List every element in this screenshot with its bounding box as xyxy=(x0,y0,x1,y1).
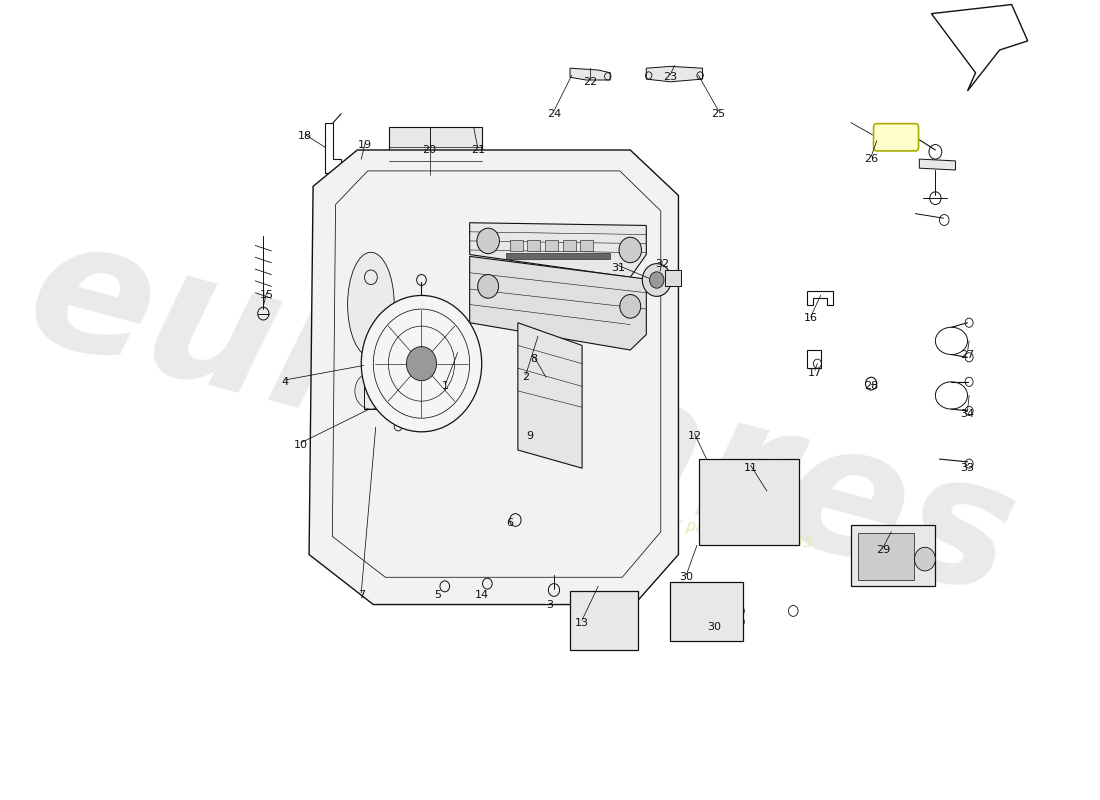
Text: 25: 25 xyxy=(712,109,726,118)
Text: 11: 11 xyxy=(744,463,758,473)
Ellipse shape xyxy=(355,373,387,409)
Text: 15: 15 xyxy=(260,290,274,301)
Text: 17: 17 xyxy=(807,368,822,378)
Text: 4: 4 xyxy=(282,377,288,387)
Circle shape xyxy=(914,547,935,571)
Text: 27: 27 xyxy=(960,350,975,359)
Text: 1: 1 xyxy=(442,382,449,391)
Text: 24: 24 xyxy=(547,109,561,118)
Text: 34: 34 xyxy=(960,409,975,418)
Circle shape xyxy=(477,228,499,254)
Bar xyxy=(851,525,935,586)
Polygon shape xyxy=(920,159,956,170)
Bar xyxy=(670,582,742,641)
Text: 26: 26 xyxy=(865,154,878,164)
Circle shape xyxy=(406,346,437,381)
Text: 12: 12 xyxy=(688,431,702,442)
Circle shape xyxy=(584,631,596,646)
Polygon shape xyxy=(470,222,647,278)
Circle shape xyxy=(477,274,498,298)
Text: 3: 3 xyxy=(547,599,553,610)
Text: 33: 33 xyxy=(960,463,975,473)
Circle shape xyxy=(619,294,640,318)
Text: 22: 22 xyxy=(583,77,597,87)
Polygon shape xyxy=(647,66,703,82)
Text: 30: 30 xyxy=(707,622,722,632)
Bar xyxy=(528,240,540,251)
Text: 20: 20 xyxy=(422,145,437,155)
Circle shape xyxy=(625,632,636,645)
Polygon shape xyxy=(470,256,647,350)
Text: 32: 32 xyxy=(656,258,670,269)
Bar xyxy=(509,240,522,251)
Bar xyxy=(698,459,799,546)
Text: 10: 10 xyxy=(294,441,308,450)
Bar xyxy=(546,240,558,251)
Circle shape xyxy=(573,631,586,646)
Text: 2: 2 xyxy=(522,372,529,382)
Bar xyxy=(482,152,490,166)
Ellipse shape xyxy=(348,252,394,357)
Text: 23: 23 xyxy=(663,72,678,82)
Circle shape xyxy=(642,264,671,296)
Circle shape xyxy=(774,502,791,521)
Text: 30: 30 xyxy=(680,572,693,582)
Polygon shape xyxy=(309,150,679,605)
Text: 31: 31 xyxy=(612,263,625,273)
Text: eurocares: eurocares xyxy=(11,202,1033,634)
Circle shape xyxy=(649,272,664,288)
Polygon shape xyxy=(518,322,582,468)
Text: 29: 29 xyxy=(876,545,890,555)
Text: 16: 16 xyxy=(804,313,818,323)
Bar xyxy=(858,533,914,580)
Circle shape xyxy=(733,605,745,618)
Polygon shape xyxy=(570,68,611,80)
Text: 7: 7 xyxy=(358,590,365,601)
Text: 21: 21 xyxy=(471,145,485,155)
Text: 19: 19 xyxy=(359,141,372,150)
Text: 18: 18 xyxy=(298,131,312,142)
Bar xyxy=(389,127,482,174)
Circle shape xyxy=(733,615,745,628)
Text: 14: 14 xyxy=(475,590,488,601)
Bar xyxy=(570,591,638,650)
Bar xyxy=(664,270,681,286)
Bar xyxy=(581,240,593,251)
Bar xyxy=(506,253,610,259)
Text: 5: 5 xyxy=(434,590,441,601)
Text: 6: 6 xyxy=(506,518,514,528)
Circle shape xyxy=(705,502,720,521)
Text: 9: 9 xyxy=(526,431,534,442)
Circle shape xyxy=(361,295,482,432)
Circle shape xyxy=(619,238,641,262)
Text: 13: 13 xyxy=(575,618,590,628)
Bar xyxy=(563,240,575,251)
Bar xyxy=(720,526,773,539)
Text: a passion for parts since 1985: a passion for parts since 1985 xyxy=(583,504,814,550)
FancyBboxPatch shape xyxy=(873,124,918,151)
Text: 28: 28 xyxy=(864,382,878,391)
Text: 8: 8 xyxy=(530,354,538,364)
